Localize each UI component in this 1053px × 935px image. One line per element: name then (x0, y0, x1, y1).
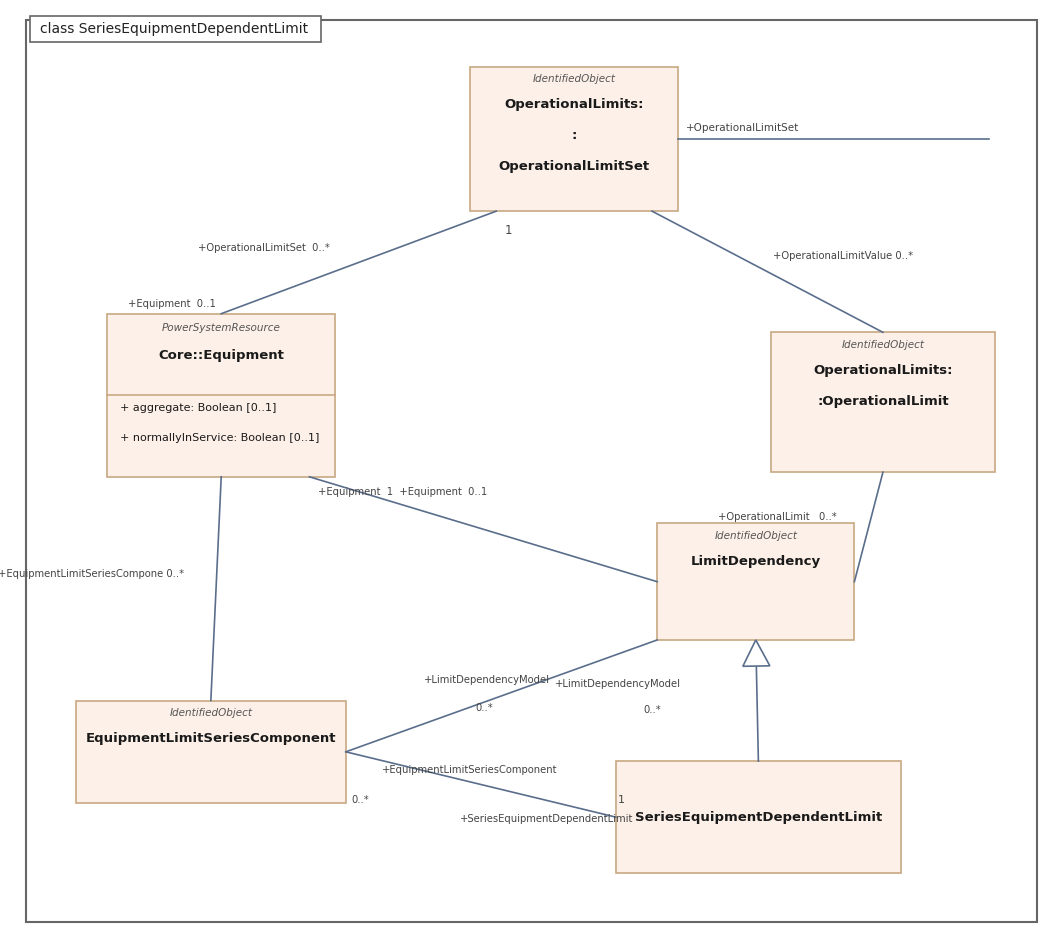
Text: +EquipmentLimitSeriesComponent: +EquipmentLimitSeriesComponent (382, 765, 558, 775)
Text: 0..*: 0..* (351, 795, 369, 805)
Bar (76, 700, 345, 803)
Text: LimitDependency: LimitDependency (691, 555, 821, 568)
Text: 1: 1 (504, 224, 512, 237)
Text: +Equipment  1  +Equipment  0..1: +Equipment 1 +Equipment 0..1 (318, 487, 486, 497)
Bar (616, 761, 901, 873)
Text: OperationalLimits:: OperationalLimits: (813, 364, 953, 377)
Text: +OperationalLimit   0..*: +OperationalLimit 0..* (718, 512, 837, 523)
Text: +EquipmentLimitSeriesCompone 0..*: +EquipmentLimitSeriesCompone 0..* (0, 569, 184, 580)
Bar (772, 332, 994, 472)
Text: OperationalLimitSet: OperationalLimitSet (498, 160, 650, 173)
Text: PowerSystemResource: PowerSystemResource (162, 323, 281, 333)
Text: +LimitDependencyModel: +LimitDependencyModel (555, 680, 680, 689)
Text: +OperationalLimitSet  0..*: +OperationalLimitSet 0..* (198, 243, 330, 253)
Text: IdentifiedObject: IdentifiedObject (714, 531, 797, 540)
Bar (31, 16, 321, 42)
Text: 0..*: 0..* (476, 703, 493, 712)
Polygon shape (742, 640, 770, 667)
Text: + aggregate: Boolean [0..1]: + aggregate: Boolean [0..1] (119, 403, 276, 412)
Text: Core::Equipment: Core::Equipment (158, 349, 284, 362)
Text: OperationalLimits:: OperationalLimits: (504, 98, 643, 111)
Text: IdentifiedObject: IdentifiedObject (841, 339, 925, 350)
Text: :: : (572, 129, 577, 142)
Text: +OperationalLimitValue 0..*: +OperationalLimitValue 0..* (773, 251, 913, 261)
Text: IdentifiedObject: IdentifiedObject (170, 708, 253, 718)
Bar (657, 524, 854, 640)
Text: IdentifiedObject: IdentifiedObject (533, 74, 616, 84)
Text: +SeriesEquipmentDependentLimit: +SeriesEquipmentDependentLimit (460, 813, 633, 824)
Bar (107, 313, 336, 477)
Text: 0..*: 0..* (643, 705, 660, 714)
Text: +Equipment  0..1: +Equipment 0..1 (128, 299, 216, 309)
Text: 1: 1 (618, 795, 624, 805)
Text: +OperationalLimitSet: +OperationalLimitSet (687, 123, 799, 134)
Text: +LimitDependencyModel: +LimitDependencyModel (423, 675, 550, 684)
Text: SeriesEquipmentDependentLimit: SeriesEquipmentDependentLimit (635, 811, 882, 824)
Text: + normallyInService: Boolean [0..1]: + normallyInService: Boolean [0..1] (119, 433, 319, 442)
Text: :OperationalLimit: :OperationalLimit (817, 395, 949, 408)
Text: EquipmentLimitSeriesComponent: EquipmentLimitSeriesComponent (85, 732, 336, 745)
Text: class SeriesEquipmentDependentLimit: class SeriesEquipmentDependentLimit (40, 22, 307, 36)
Bar (471, 66, 678, 211)
